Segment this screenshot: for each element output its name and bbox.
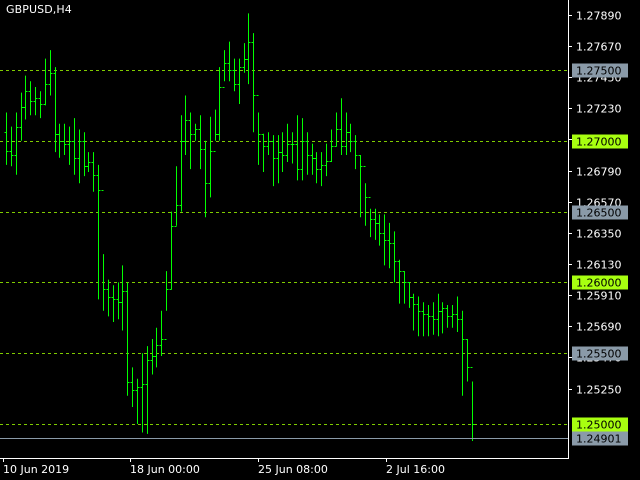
price-tick-label: 1.27890 <box>576 10 622 23</box>
price-level-tag-bg <box>572 205 628 220</box>
price-tick-label: 1.26130 <box>576 259 622 272</box>
price-tick-label: 1.27670 <box>576 41 622 54</box>
price-tick-label: 1.25690 <box>576 321 622 334</box>
price-level-tag-label: 1.27000 <box>576 136 622 149</box>
last-price-tag: 1.24901 <box>0 431 628 446</box>
price-level-tags: 1.27500 1.27000 1.26500 1.26000 1.25500 1.250… <box>572 63 628 432</box>
price-tick-label: 1.26790 <box>576 166 622 179</box>
price-level-tag-label: 1.26000 <box>576 277 622 290</box>
price-tick-label: 1.25250 <box>576 384 622 397</box>
price-tick-label: 1.27230 <box>576 103 622 116</box>
time-tick-label: 2 Jul 16:00 <box>386 463 445 476</box>
price-level-tag-bg <box>572 275 628 290</box>
price-level-tag-bg <box>572 134 628 149</box>
price-level-lines <box>0 70 568 425</box>
price-level-tag-label: 1.27500 <box>576 65 622 78</box>
price-level-tag-label: 1.26500 <box>576 207 622 220</box>
price-tick-label: 1.25910 <box>576 290 622 303</box>
price-tick-label: 1.26350 <box>576 228 622 241</box>
last-price-tag-label: 1.24901 <box>576 433 622 446</box>
time-tick-label: 18 Jun 00:00 <box>130 463 200 476</box>
time-tick-label: 10 Jun 2019 <box>3 463 69 476</box>
time-tick-label: 25 Jun 08:00 <box>258 463 328 476</box>
price-level-tag-bg <box>572 417 628 432</box>
price-level-tag-bg <box>572 346 628 361</box>
price-level-tag-bg <box>572 63 628 78</box>
price-level-tag-label: 1.25500 <box>576 348 622 361</box>
time-axis[interactable]: 10 Jun 2019 18 Jun 00:00 25 Jun 08:00 2 Jul… <box>3 458 445 476</box>
price-bars <box>4 13 475 442</box>
symbol-timeframe-label: GBPUSD,H4 <box>6 3 72 16</box>
last-price-tag-bg <box>572 431 628 446</box>
price-level-tag-label: 1.25000 <box>576 419 622 432</box>
